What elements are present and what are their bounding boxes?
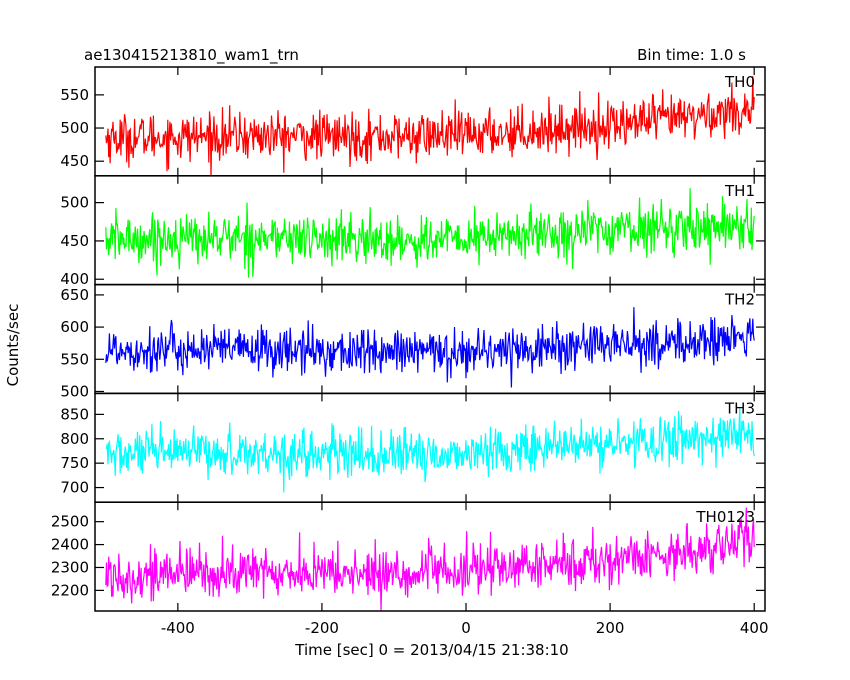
- bin-time-label: Bin time: 1.0 s: [637, 46, 746, 64]
- series-line-th3: [105, 406, 755, 493]
- y-tick-label: 650: [60, 286, 89, 304]
- panel-th1: 400 450 500 TH1: [60, 175, 766, 288]
- y-tick-label: 800: [60, 430, 89, 448]
- chart-title: ae130415213810_wam1_trn: [84, 46, 299, 65]
- y-tick-label: 500: [60, 382, 89, 400]
- series-line-th0123: [105, 507, 755, 611]
- y-tick-label: 2400: [51, 536, 89, 554]
- panel-label-th2: TH2: [724, 291, 755, 309]
- y-tick-label: 700: [60, 479, 89, 497]
- panel-th0: 450 500 550 TH0: [60, 66, 766, 177]
- y-tick-label: 450: [60, 232, 89, 250]
- y-tick-label: 750: [60, 454, 89, 472]
- panel-th0123: 2200 2300 2400 2500 TH0123: [51, 501, 766, 612]
- x-axis-label: Time [sec] 0 = 2013/04/15 21:38:10: [294, 641, 568, 659]
- y-tick-label: 550: [60, 86, 89, 104]
- panel-label-th0: TH0: [724, 73, 755, 91]
- x-tick-label: -200: [305, 619, 339, 637]
- series-line-th2: [105, 307, 755, 388]
- x-tick-label: 0: [461, 619, 471, 637]
- panel-frame: [94, 501, 766, 612]
- y-tick-label: 850: [60, 405, 89, 423]
- y-tick-label: 600: [60, 318, 89, 336]
- panel-label-th1: TH1: [724, 182, 755, 200]
- y-tick-label: 450: [60, 152, 89, 170]
- x-tick-label: 400: [740, 619, 769, 637]
- y-tick-label: 2300: [51, 558, 89, 576]
- y-tick-label: 400: [60, 270, 89, 288]
- y-tick-label: 2200: [51, 581, 89, 599]
- y-tick-label: 550: [60, 350, 89, 368]
- x-axis: -400 -200 0 200 400: [161, 619, 769, 637]
- x-tick-label: -400: [161, 619, 195, 637]
- panel-label-th0123: TH0123: [695, 508, 755, 526]
- series-line-th0: [105, 76, 755, 176]
- y-axis-label: Counts/sec: [4, 304, 22, 387]
- y-tick-label: 500: [60, 119, 89, 137]
- y-tick-label: 500: [60, 194, 89, 212]
- panel-th3: 700 750 800 850 TH3: [60, 392, 766, 503]
- series-line-th1: [105, 188, 755, 278]
- y-tick-label: 2500: [51, 513, 89, 531]
- panel-th2: 500 550 600 650 TH2: [60, 283, 766, 400]
- panel-label-th3: TH3: [724, 399, 755, 417]
- panels-group: 450 500 550 TH0 400 450 500 TH1 500 550 600 650 TH2 7…: [51, 66, 766, 612]
- x-tick-label: 200: [596, 619, 625, 637]
